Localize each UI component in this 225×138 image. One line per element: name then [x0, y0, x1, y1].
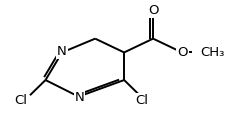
Text: O: O	[147, 4, 158, 17]
Text: N: N	[74, 91, 84, 104]
Text: O: O	[176, 46, 187, 59]
Text: CH₃: CH₃	[200, 46, 224, 59]
Text: Cl: Cl	[14, 94, 27, 107]
Text: N: N	[57, 45, 67, 58]
Text: Cl: Cl	[135, 94, 148, 107]
